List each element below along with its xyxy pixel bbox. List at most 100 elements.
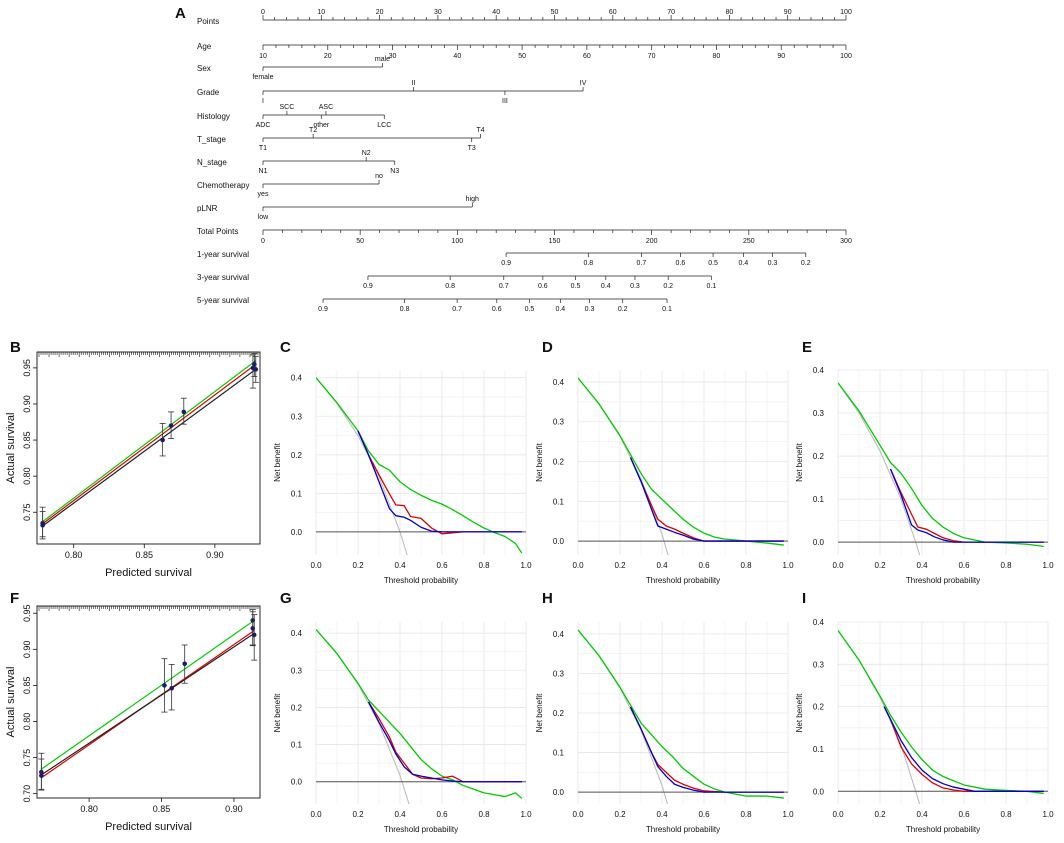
panel-h-x-tick-label: 0.2: [614, 810, 626, 819]
nomogram-prob-label: 0.1: [706, 283, 716, 290]
panel-f-y-tick-label: 0.80: [22, 713, 32, 731]
panel-letter-a: A: [175, 5, 186, 22]
panel-b-y-tick-label: 0.75: [22, 503, 32, 521]
nomogram-tick-label: 100: [840, 53, 852, 60]
panel-d-x-tick-label: 0.2: [614, 561, 626, 570]
nomogram-prob-label: 0.6: [676, 260, 686, 267]
nomogram-category-label: female: [252, 74, 273, 81]
panel-g-y-tick-label: 0.3: [291, 666, 303, 675]
panel-e-series-grey: [838, 382, 921, 555]
nomogram-tick-label: 20: [376, 9, 384, 16]
panel-c-series-blue: [357, 430, 522, 533]
panel-f-data-point: [39, 773, 44, 778]
nomogram-category-label: LCC: [377, 122, 391, 129]
nomogram-label-chemotherapy: Chemotherapy: [197, 181, 249, 190]
panel-g-series-green: [316, 629, 523, 799]
panel-f-y-tick-label: 0.95: [22, 604, 32, 622]
panel-d-x-tick-label: 0.8: [740, 561, 752, 570]
panel-i-series-green: [838, 630, 1044, 795]
panel-h-y-tick-label: 0.4: [553, 630, 565, 639]
panel-e-x-tick-label: 0.2: [874, 561, 886, 570]
panel-letter-c: C: [280, 339, 291, 356]
panel-e-y-tick-label: 0.1: [813, 495, 825, 504]
panel-i-x-tick-label: 0.0: [832, 810, 844, 819]
nomogram-tick-label: 40: [453, 53, 461, 60]
nomogram-tick-label: 20: [324, 53, 332, 60]
panel-g-y-tick-label: 0.1: [291, 741, 303, 750]
panel-e-x-tick-label: 0.8: [1000, 561, 1012, 570]
panel-h-x-tick-label: 0.6: [698, 810, 710, 819]
panel-h-x-tick-label: 1.0: [782, 810, 794, 819]
nomogram-prob-label: 0.5: [708, 260, 718, 267]
panel-b-data-point: [160, 437, 165, 443]
panel-b-x-tick-label: 0.85: [136, 550, 154, 560]
panel-f-data-point: [182, 661, 188, 667]
panel-d-x-tick-label: 1.0: [782, 561, 794, 570]
nomogram-label-n-stage: N_stage: [197, 158, 227, 167]
panel-c-series-green: [316, 377, 523, 554]
nomogram-label-sex: Sex: [197, 64, 211, 73]
nomogram-prob-label: 0.3: [630, 283, 640, 290]
panel-i-x-tick-label: 0.4: [916, 810, 928, 819]
panel-e-x-tick-label: 0.6: [958, 561, 970, 570]
panel-f-y-tick-label: 0.70: [22, 785, 32, 803]
nomogram-category-label: T2: [309, 127, 317, 134]
panel-d-y-tick-label: 0.4: [553, 378, 565, 387]
nomogram-category-label: II: [411, 80, 415, 87]
panel-f-series-green: [41, 619, 255, 770]
nomogram-tick-label: 300: [840, 238, 852, 245]
nomogram-prob-label: 0.8: [400, 306, 410, 313]
nomogram-category-label: yes: [258, 191, 269, 198]
panel-i-x-axis-title: Threshold probability: [906, 825, 980, 834]
nomogram-tick-label: 200: [646, 238, 658, 245]
panel-letter-d: D: [542, 339, 553, 356]
nomogram-label-histology: Histology: [197, 112, 230, 121]
nomogram-tick-label: 10: [259, 53, 267, 60]
nomogram-tick-label: 10: [317, 9, 325, 16]
panel-f-plot-frame: [36, 605, 261, 799]
panel-g-series-group: [316, 629, 526, 804]
panel-b-y-tick-label: 0.85: [22, 431, 32, 449]
panel-f-y-tick-label: 0.85: [22, 677, 32, 695]
nomogram-prob-label: 0.8: [583, 260, 593, 267]
panel-g-y-tick-label: 0.0: [291, 778, 303, 787]
nomogram-category-label: low: [258, 214, 269, 221]
panel-b-y-tick-label: 0.80: [22, 467, 32, 485]
panel-d-x-axis-title: Threshold probability: [646, 576, 720, 585]
panel-letter-g: G: [280, 590, 292, 607]
panel-i-y-tick-label: 0.0: [813, 787, 825, 796]
nomogram-prob-label: 0.3: [768, 260, 778, 267]
panel-d-x-tick-label: 0.6: [698, 561, 710, 570]
panel-c-y-tick-label: 0.2: [291, 451, 303, 460]
nomogram-prob-label: 0.4: [555, 306, 565, 313]
nomogram-tick-label: 0: [261, 238, 265, 245]
panel-d-y-tick-label: 0.1: [553, 497, 565, 506]
panel-letter-b: B: [10, 339, 21, 356]
nomogram-label-points: Points: [197, 17, 219, 26]
panel-e-x-axis-title: Threshold probability: [906, 576, 980, 585]
panel-g-x-tick-label: 1.0: [520, 810, 532, 819]
panel-c-y-tick-label: 0.4: [291, 374, 303, 383]
nomogram-tick-label: 250: [743, 238, 755, 245]
nomogram-label-t-stage: T_stage: [197, 135, 226, 144]
panel-h-series-blue: [629, 706, 784, 793]
panel-d-y-tick-label: 0.0: [553, 537, 565, 546]
nomogram-category-label: N3: [390, 168, 399, 175]
panel-b-series-red: [42, 363, 257, 525]
nomogram-tick-label: 80: [726, 9, 734, 16]
panel-b-x-tick-label: 0.90: [206, 550, 224, 560]
nomogram-tick-label: 50: [551, 9, 559, 16]
panel-g-y-tick-label: 0.2: [291, 703, 303, 712]
panel-i-y-tick-label: 0.1: [813, 745, 825, 754]
panel-c-y-tick-label: 0.1: [291, 489, 303, 498]
nomogram-tick-label: 90: [777, 53, 785, 60]
nomogram-prob-label: 0.7: [452, 306, 462, 313]
panel-b-y-tick-label: 0.90: [22, 395, 32, 413]
panel-i-y-tick-label: 0.3: [813, 660, 825, 669]
nomogram-tick-label: 150: [549, 238, 561, 245]
nomogram-category-label: no: [375, 173, 383, 180]
panel-b-data-point: [40, 522, 45, 528]
panel-b-x-tick-label: 0.80: [65, 550, 83, 560]
panel-e-x-tick-label: 0.0: [832, 561, 844, 570]
nomogram-category-label: SCC: [280, 104, 295, 111]
